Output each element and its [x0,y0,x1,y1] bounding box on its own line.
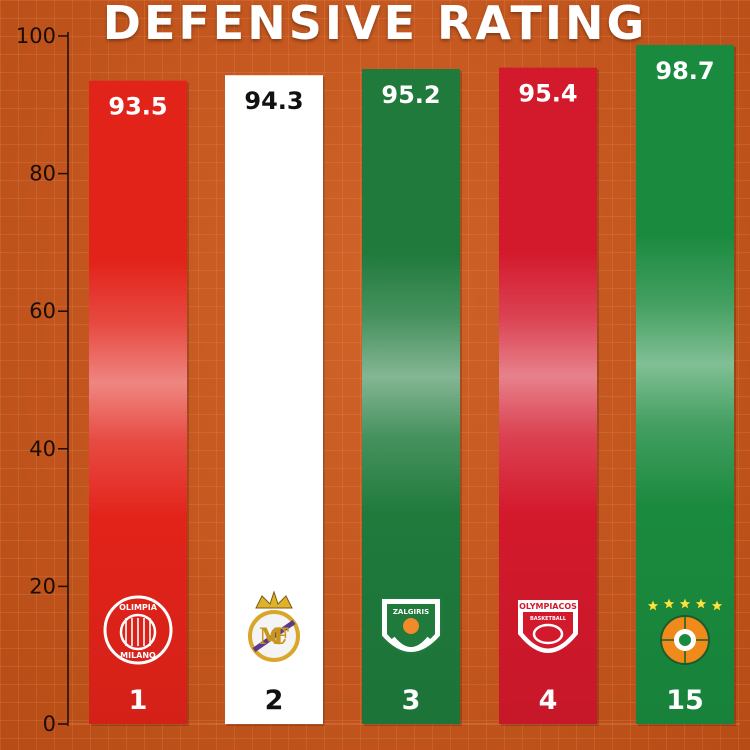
y-tick-label: 80 [29,162,56,186]
svg-text:MCF: MCF [259,624,289,650]
panathinaikos-logo [647,598,723,665]
bar-value-label: 94.3 [244,87,303,115]
svg-text:MILANO: MILANO [120,651,156,660]
bar [636,44,734,725]
svg-text:OLIMPIA: OLIMPIA [119,603,158,612]
bar-group-1: 93.5 1 OLIMPIA MILANO [89,80,189,727]
bar-group-4: 95.4 4 OLYMPIACOS BASKETBALL [499,67,599,726]
chart-title: DEFENSIVE RATING [102,0,648,50]
y-tick-label: 60 [29,299,56,323]
bars: 93.51OLIMPIAMILANO94.32MCF95.23ZALGIRIS9… [89,44,736,727]
y-tick-label: 0 [43,712,56,736]
bar-value-label: 95.4 [518,80,577,108]
olympiacos-logo: OLYMPIACOS BASKETBALL [518,600,578,653]
bar-rank-label: 2 [265,685,284,716]
bar-rank-label: 1 [129,685,148,716]
bar-value-label: 95.2 [381,81,440,109]
bar-rank-label: 4 [539,685,558,716]
bar-rank-label: 3 [402,685,421,716]
y-tick-label: 20 [29,574,56,598]
y-tick-label: 40 [29,437,56,461]
olimpia-milano-logo: OLIMPIA MILANO [103,595,173,665]
y-tick-label: 100 [16,24,56,48]
bar-group-3: 95.2 3 ZALGIRIS [362,69,462,727]
svg-text:ZALGIRIS: ZALGIRIS [393,608,429,616]
bar-group-2: 94.3 2 MCF [225,75,325,726]
svg-text:BASKETBALL: BASKETBALL [530,616,567,622]
svg-text:OLYMPIACOS: OLYMPIACOS [519,602,577,611]
zalgiris-logo: ZALGIRIS [380,597,442,654]
bar-value-label: 93.5 [108,93,167,121]
bar [89,80,187,725]
bar-value-label: 98.7 [655,57,714,85]
real-madrid-logo: MCF [248,590,300,662]
bar-group-15: 98.7 15 [636,44,736,727]
bar-rank-label: 15 [666,685,704,716]
